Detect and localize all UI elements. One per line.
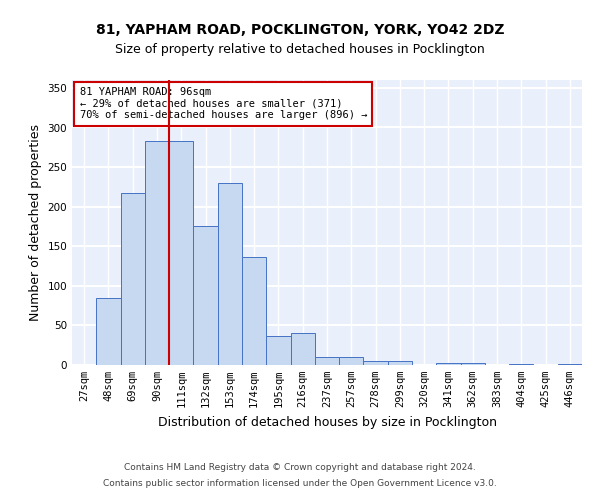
Text: Contains public sector information licensed under the Open Government Licence v3: Contains public sector information licen…	[103, 478, 497, 488]
Bar	[290, 334, 315, 365]
Bar	[364, 361, 388, 365]
Bar	[121, 193, 145, 365]
Bar	[218, 183, 242, 365]
Bar	[266, 336, 290, 365]
Bar	[339, 357, 364, 365]
Bar	[193, 226, 218, 365]
Text: Size of property relative to detached houses in Pocklington: Size of property relative to detached ho…	[115, 42, 485, 56]
Text: 81, YAPHAM ROAD, POCKLINGTON, YORK, YO42 2DZ: 81, YAPHAM ROAD, POCKLINGTON, YORK, YO42…	[96, 22, 504, 36]
Bar	[509, 364, 533, 365]
Bar	[388, 361, 412, 365]
X-axis label: Distribution of detached houses by size in Pocklington: Distribution of detached houses by size …	[157, 416, 497, 428]
Bar	[145, 141, 169, 365]
Bar	[461, 362, 485, 365]
Text: 81 YAPHAM ROAD: 96sqm
← 29% of detached houses are smaller (371)
70% of semi-det: 81 YAPHAM ROAD: 96sqm ← 29% of detached …	[80, 87, 367, 120]
Bar	[242, 256, 266, 365]
Y-axis label: Number of detached properties: Number of detached properties	[29, 124, 42, 321]
Bar	[96, 298, 121, 365]
Text: Contains HM Land Registry data © Crown copyright and database right 2024.: Contains HM Land Registry data © Crown c…	[124, 464, 476, 472]
Bar	[315, 357, 339, 365]
Bar	[169, 141, 193, 365]
Bar	[558, 364, 582, 365]
Bar	[436, 362, 461, 365]
